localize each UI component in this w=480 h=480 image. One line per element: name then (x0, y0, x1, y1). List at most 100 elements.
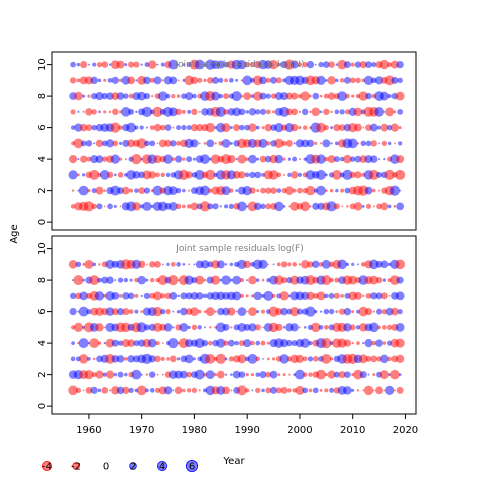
residual-bubble (140, 294, 143, 297)
residual-bubble (198, 142, 201, 145)
residual-bubble (397, 108, 404, 115)
residual-bubble (203, 278, 207, 282)
residual-bubble (198, 110, 201, 113)
residual-bubble (380, 123, 389, 132)
residual-bubble (233, 124, 241, 132)
residual-bubble (117, 277, 124, 283)
residual-bubble (339, 109, 345, 115)
residual-bubble (152, 185, 163, 196)
residual-bubble (375, 339, 383, 347)
residual-bubble (172, 126, 175, 129)
residual-bubble (70, 356, 76, 362)
residual-bubble (357, 263, 359, 266)
residual-bubble (378, 189, 381, 192)
residual-bubble (80, 140, 87, 147)
residual-bubble (298, 263, 302, 266)
bubble-size-legend: -4 -2 0 2 4 6 (41, 459, 199, 473)
residual-bubble (89, 275, 100, 286)
residual-bubble (102, 372, 107, 377)
residual-bubble (371, 340, 377, 346)
residual-bubble (343, 61, 351, 69)
residual-bubble (295, 385, 305, 395)
residual-bubble (345, 262, 350, 266)
residual-bubble (387, 141, 392, 146)
residual-bubble (324, 293, 329, 299)
residual-bubble (229, 262, 234, 267)
residual-bubble (268, 170, 279, 180)
residual-bubble (116, 386, 125, 395)
residual-bubble (136, 385, 147, 396)
residual-bubble (83, 201, 95, 212)
residual-bubble (194, 59, 205, 70)
residual-bubble (305, 275, 316, 286)
residual-bubble (364, 186, 373, 195)
residual-bubble (316, 185, 326, 196)
residual-bubble (223, 340, 229, 346)
residual-bubble (250, 340, 255, 346)
residual-bubble (363, 385, 374, 396)
residual-bubble (95, 186, 104, 195)
residual-bubble (339, 308, 346, 315)
residual-bubble (380, 260, 389, 269)
residual-bubble (85, 108, 93, 116)
residual-bubble (111, 355, 120, 363)
residual-bubble (377, 325, 381, 330)
residual-bubble (395, 291, 405, 301)
residual-bubble (82, 262, 86, 266)
residual-bubble (353, 202, 363, 211)
residual-bubble (236, 385, 247, 396)
residual-bubble (95, 92, 104, 101)
residual-bubble (200, 154, 210, 164)
residual-bubble (376, 308, 383, 315)
residual-bubble (106, 276, 114, 284)
residual-bubble (153, 291, 162, 301)
residual-bubble (248, 108, 257, 116)
residual-bubble (391, 76, 399, 84)
residual-bubble (210, 154, 221, 164)
residual-bubble (129, 278, 133, 282)
residual-bubble (152, 306, 163, 317)
residual-bubble (175, 108, 182, 116)
residual-bubble (358, 306, 369, 317)
residual-bubble (145, 388, 149, 393)
residual-bubble (306, 139, 315, 148)
residual-bubble (227, 307, 236, 316)
residual-bubble (191, 324, 198, 331)
residual-bubble (196, 124, 204, 132)
residual-bubble (287, 157, 292, 161)
residual-bubble (362, 126, 365, 129)
residual-bubble (326, 201, 337, 212)
residual-bubble (374, 76, 384, 85)
residual-bubble (70, 125, 76, 130)
residual-bubble (297, 172, 303, 177)
residual-bubble (371, 188, 376, 193)
residual-bubble (140, 310, 143, 313)
residual-bubble (169, 76, 178, 85)
residual-bubble (111, 291, 120, 300)
residual-bubble (328, 61, 335, 68)
residual-bubble (369, 123, 378, 132)
residual-bubble (353, 107, 363, 117)
residual-bubble (87, 94, 91, 98)
residual-bubble (171, 157, 176, 161)
residual-bubble (221, 186, 231, 196)
residual-bubble (319, 388, 323, 392)
residual-bubble (318, 324, 324, 330)
residual-bubble (290, 275, 300, 285)
residual-bubble (122, 308, 130, 316)
residual-bubble (103, 205, 106, 208)
residual-bubble (314, 141, 318, 145)
residual-bubble (124, 63, 128, 67)
residual-bubble (358, 91, 368, 101)
residual-bubble (383, 110, 386, 113)
residual-bubble (243, 260, 251, 269)
residual-bubble (239, 293, 245, 298)
residual-bubble (91, 188, 97, 194)
residual-bubble (194, 338, 205, 349)
residual-bubble (379, 59, 390, 70)
residual-bubble (250, 294, 255, 298)
residual-bubble (272, 263, 275, 266)
residual-bubble (301, 139, 310, 148)
residual-bubble (182, 157, 186, 161)
